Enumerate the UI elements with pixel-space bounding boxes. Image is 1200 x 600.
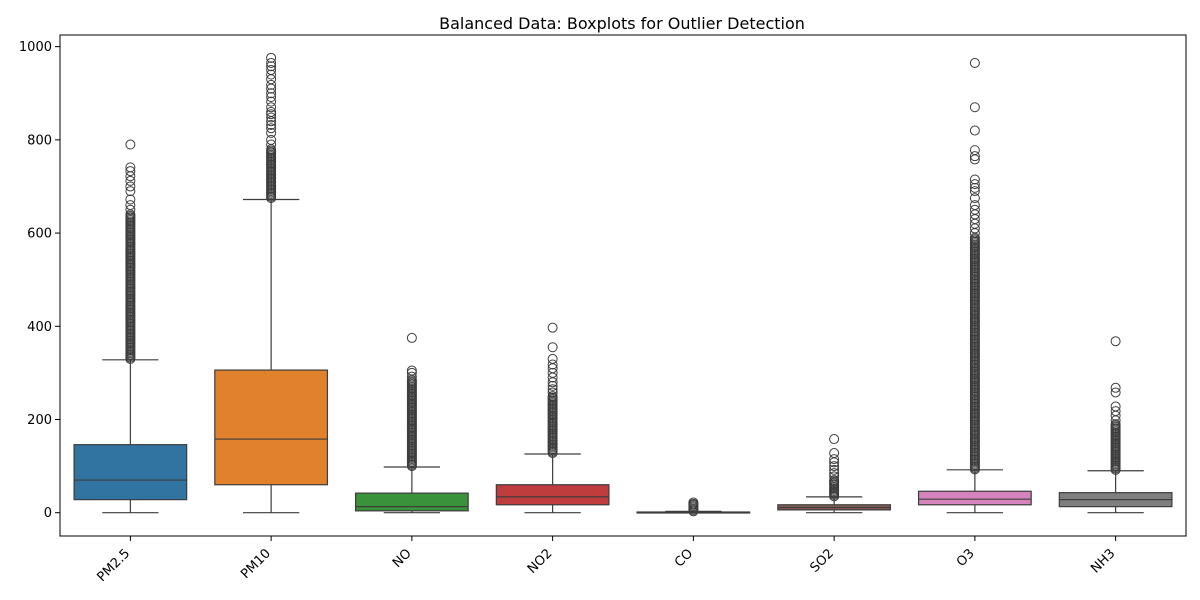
- outlier-point: [547, 380, 558, 391]
- x-tick-label-pm2-5: PM2.5: [95, 546, 134, 585]
- box-group-nh3: [1058, 336, 1173, 514]
- outlier-point: [266, 119, 277, 130]
- outlier-point: [969, 102, 980, 113]
- box-group-o3: [917, 57, 1032, 514]
- outlier-point: [266, 102, 277, 113]
- plot-frame: [59, 34, 1187, 537]
- outlier-point: [1110, 406, 1121, 417]
- box-o3: [917, 490, 1032, 506]
- outlier-point: [969, 193, 980, 204]
- outlier-point: [969, 200, 980, 211]
- outlier-point: [266, 106, 277, 117]
- outlier-point: [266, 64, 277, 75]
- outlier-point: [829, 471, 840, 482]
- outlier-point: [266, 139, 277, 150]
- outlier-point: [829, 434, 840, 445]
- x-tick-label-pm10: PM10: [238, 546, 274, 582]
- outlier-point: [266, 57, 277, 68]
- outlier-point: [266, 52, 277, 63]
- outlier-point: [547, 353, 558, 364]
- x-tick-label-co: CO: [672, 546, 696, 570]
- x-tick-label-no2: NO2: [525, 546, 556, 577]
- y-tick-label-0: 0: [44, 506, 52, 521]
- y-tick-label-200: 200: [27, 413, 52, 428]
- y-tick-label-600: 600: [27, 227, 52, 242]
- outlier-point: [1110, 336, 1121, 347]
- outlier-point: [969, 151, 980, 162]
- outlier-point: [125, 162, 136, 173]
- outlier-point: [969, 125, 980, 136]
- outlier-point: [406, 367, 417, 378]
- outlier-point: [1110, 419, 1121, 430]
- y-tick-label-800: 800: [27, 133, 52, 148]
- outlier-point: [1110, 401, 1121, 412]
- outlier-point: [1110, 382, 1121, 393]
- box-pm2-5: [73, 444, 188, 501]
- chart-title: Balanced Data: Boxplots for Outlier Dete…: [439, 14, 805, 33]
- outlier-point: [829, 461, 840, 472]
- outlier-point: [266, 61, 277, 72]
- outlier-point: [969, 174, 980, 185]
- outlier-point: [547, 387, 558, 398]
- outlier-point: [125, 194, 136, 205]
- box-group-co: [636, 497, 751, 517]
- y-tick-label-400: 400: [27, 320, 52, 335]
- outlier-point: [969, 145, 980, 156]
- outlier-point: [547, 384, 558, 395]
- outlier-point: [125, 186, 136, 197]
- y-tick-label-1000: 1000: [19, 40, 52, 55]
- outlier-point: [266, 109, 277, 120]
- outlier-point: [829, 475, 840, 486]
- outlier-point: [266, 91, 277, 102]
- outlier-point: [266, 134, 277, 145]
- outlier-point: [688, 497, 699, 508]
- box-group-pm10: [214, 52, 329, 514]
- outlier-point: [969, 57, 980, 68]
- outlier-point: [266, 112, 277, 123]
- outlier-point: [969, 179, 980, 190]
- box-group-pm2-5: [73, 139, 188, 514]
- outlier-point: [547, 367, 558, 378]
- outlier-point: [266, 123, 277, 134]
- box-group-no2: [495, 322, 610, 514]
- outlier-point: [829, 454, 840, 465]
- box-no: [354, 492, 469, 512]
- outlier-point: [406, 332, 417, 343]
- outlier-point: [125, 181, 136, 192]
- outlier-point: [266, 96, 277, 107]
- plot-area: PM2.5 PM10 NO NO2 CO SO2 O3 NH3 0 200 400 600 800 100…: [19, 34, 1187, 585]
- outlier-point: [969, 186, 980, 197]
- box-no2: [495, 484, 610, 506]
- outlier-point: [969, 182, 980, 193]
- outlier-point: [125, 204, 136, 215]
- outlier-point: [547, 322, 558, 333]
- outlier-point: [266, 69, 277, 80]
- outlier-point: [547, 359, 558, 370]
- outlier-point: [829, 448, 840, 459]
- x-tick-label-so2: SO2: [807, 546, 837, 576]
- outlier-point: [125, 175, 136, 186]
- outlier-point: [829, 464, 840, 475]
- outlier-point: [969, 204, 980, 215]
- outlier-point: [125, 200, 136, 211]
- x-tick-label-no: NO: [390, 546, 415, 571]
- outlier-point: [266, 127, 277, 138]
- outlier-point: [1110, 387, 1121, 398]
- outlier-point: [547, 391, 558, 402]
- box-group-no: [354, 332, 469, 514]
- outlier-point: [406, 371, 417, 382]
- x-tick-label-o3: O3: [954, 546, 978, 570]
- box-pm10: [214, 369, 329, 486]
- outlier-point: [266, 79, 277, 90]
- outlier-point: [125, 139, 136, 150]
- outlier-point: [266, 88, 277, 99]
- box-group-so2: [777, 434, 892, 514]
- outlier-point: [125, 166, 136, 177]
- outlier-point: [829, 468, 840, 479]
- x-tick-label-nh3: NH3: [1088, 546, 1118, 576]
- outlier-point: [406, 365, 417, 376]
- outlier-point: [547, 342, 558, 353]
